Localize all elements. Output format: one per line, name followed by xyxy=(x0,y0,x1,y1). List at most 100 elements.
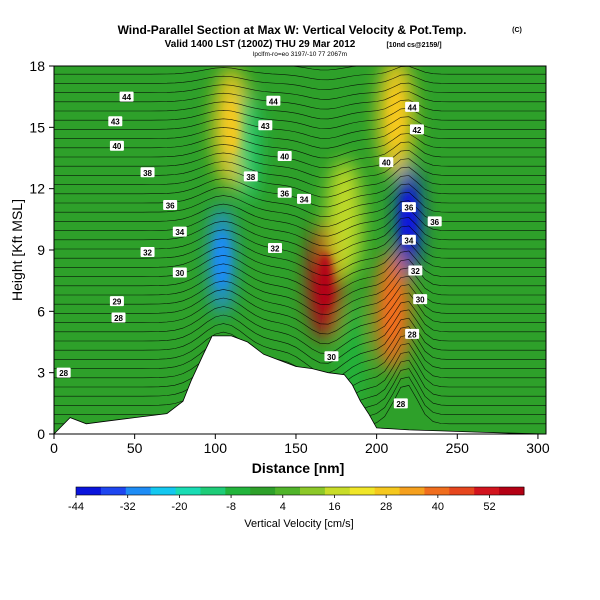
x-tick: 50 xyxy=(127,434,143,456)
x-axis-label: Distance [nm] xyxy=(252,460,345,476)
y-axis-label: Height [Kft MSL] xyxy=(9,199,25,301)
x-tick-label: 300 xyxy=(526,440,550,456)
isentrope-label: 36 xyxy=(277,187,292,198)
isentrope-line xyxy=(54,116,546,139)
isentrope-label: 40 xyxy=(277,150,292,161)
isentrope-labels: 44 44 44 43 43 42 40 40 40 38 38 36 36 36 36 34 34 34 32 32… xyxy=(56,91,442,409)
colorbar-tick-label: 4 xyxy=(280,501,286,513)
isentrope-label: 32 xyxy=(267,242,282,253)
y-tick: 3 xyxy=(37,365,54,381)
colorbar-tick-label: -44 xyxy=(68,501,84,513)
colorbar-swatch xyxy=(100,487,127,495)
x-tick: 0 xyxy=(50,434,58,456)
x-tick-label: 250 xyxy=(446,440,470,456)
colorbar-tick: -8 xyxy=(226,495,236,513)
isentrope-line xyxy=(54,183,546,218)
isentrope-line xyxy=(54,91,546,110)
y-tick: 15 xyxy=(29,119,54,135)
x-tick: 100 xyxy=(204,434,227,456)
colorbar-tick-label: 40 xyxy=(432,501,444,513)
isentrope-label-text: 36 xyxy=(166,202,175,211)
isentrope-label-text: 44 xyxy=(122,93,131,102)
valid-time-line: Valid 1400 LST (1200Z) THU 29 Mar 2012 xyxy=(165,39,356,50)
isentrope-label-text: 44 xyxy=(269,97,278,106)
colorbar-tick: 28 xyxy=(380,495,392,513)
isentrope-label-text: 40 xyxy=(112,142,121,151)
vertical-velocity-field xyxy=(54,66,546,434)
isentrope-line xyxy=(54,284,546,335)
isentrope-label-text: 28 xyxy=(59,369,68,378)
potential-temperature-contours xyxy=(54,66,546,434)
chart-title-mark: (C) xyxy=(512,27,522,34)
colorbar-label: Vertical Velocity [cm/s] xyxy=(244,518,353,530)
colorbar-tick-label: -32 xyxy=(120,501,136,513)
colorbar-swatch xyxy=(474,487,500,495)
isentrope-line xyxy=(54,259,546,306)
updraft-core-2 xyxy=(385,283,400,340)
colorbar-tick: -44 xyxy=(68,495,84,513)
updraft-core-4 xyxy=(224,99,239,156)
isentrope-label: 34 xyxy=(172,226,187,237)
isentrope-label: 34 xyxy=(297,193,312,204)
y-tick: 0 xyxy=(37,426,54,442)
isentrope-label-text: 36 xyxy=(430,218,439,227)
isentrope-line xyxy=(54,317,546,374)
colorbar-swatch xyxy=(76,487,102,495)
isentrope-label: 44 xyxy=(266,95,281,106)
isentrope-label-text: 36 xyxy=(404,204,413,213)
isentrope-line xyxy=(54,82,546,100)
colorbar-swatch xyxy=(275,487,301,495)
x-tick-label: 50 xyxy=(127,440,143,456)
colorbar-swatch xyxy=(150,487,177,495)
isentrope-line xyxy=(54,225,546,266)
isentrope-line xyxy=(54,133,546,159)
isentrope-line xyxy=(54,309,546,364)
isentrope-label-text: 34 xyxy=(300,195,309,204)
y-axis: 0 3 6 9 12 15 18 xyxy=(29,58,54,442)
isentrope-label-text: 28 xyxy=(114,314,123,323)
colorbar-tick: 16 xyxy=(328,495,341,513)
isentrope-line xyxy=(54,301,546,354)
x-tick: 200 xyxy=(365,434,389,456)
isentrope-label-text: 30 xyxy=(175,269,184,278)
y-tick-label: 9 xyxy=(37,242,45,258)
isentrope-label-text: 43 xyxy=(111,118,120,127)
isentrope-line xyxy=(288,66,362,71)
isentrope-label-text: 42 xyxy=(412,126,421,135)
isentrope-label: 36 xyxy=(163,200,178,211)
isentrope-line xyxy=(54,74,546,90)
isentrope-label: 30 xyxy=(413,294,428,305)
isentrope-label: 38 xyxy=(243,171,258,182)
colorbar-tick-label: -8 xyxy=(226,501,236,513)
colorbar-swatch xyxy=(200,487,226,495)
updraft-core-0 xyxy=(318,252,333,309)
model-info-line: lpclfm-ro=eo 3197/-10 77 2067m xyxy=(253,51,347,58)
isentrope-label-text: 29 xyxy=(112,298,121,307)
colorbar: -44 -32 -20 -8 4 16 28 40 52 xyxy=(68,486,525,513)
isentrope-label-text: 28 xyxy=(396,400,405,409)
isentrope-label: 30 xyxy=(324,351,339,362)
isentrope-line xyxy=(54,267,546,315)
isentrope-label: 40 xyxy=(379,157,394,168)
colorbar-swatch xyxy=(449,487,475,495)
colorbar-tick-label: 16 xyxy=(328,501,340,513)
isentrope-label: 36 xyxy=(401,202,416,213)
isentrope-line xyxy=(54,250,546,296)
y-tick-label: 6 xyxy=(37,303,45,319)
y-tick-label: 18 xyxy=(29,58,45,74)
isentrope-label: 32 xyxy=(408,265,423,276)
isentrope-line xyxy=(54,200,546,237)
colorbar-tick: 4 xyxy=(280,495,286,513)
isentrope-label: 42 xyxy=(409,124,424,135)
isentrope-line xyxy=(54,158,546,188)
colorbar-swatch xyxy=(300,487,326,495)
colorbar-swatch xyxy=(374,487,401,495)
isentrope-line xyxy=(54,124,546,149)
isentrope-label: 38 xyxy=(140,167,155,178)
isentrope-label-text: 40 xyxy=(280,152,289,161)
x-tick: 150 xyxy=(284,434,308,456)
isentrope-line xyxy=(54,99,546,120)
y-tick-label: 12 xyxy=(29,181,45,197)
isentrope-line xyxy=(54,292,546,345)
colorbar-swatch xyxy=(424,487,450,495)
